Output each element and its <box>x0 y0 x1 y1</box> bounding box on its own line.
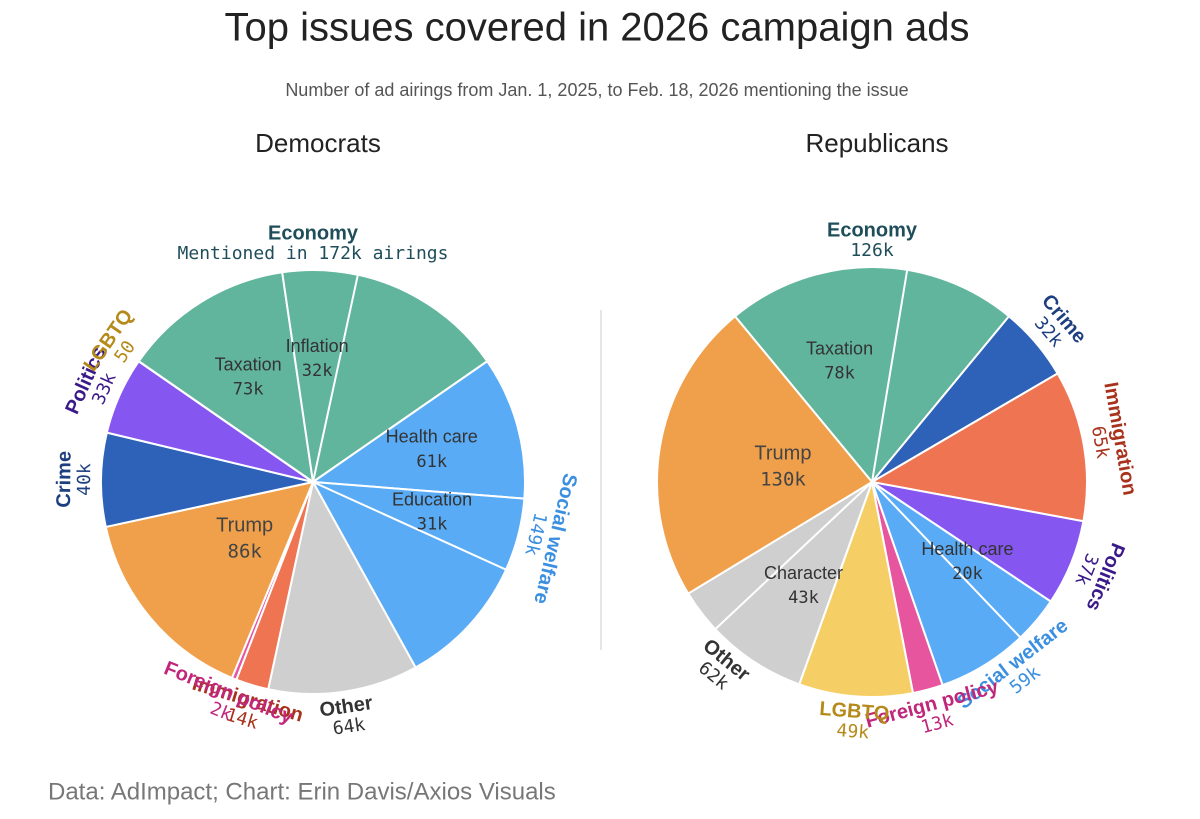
subissue-label: Health care <box>921 539 1013 559</box>
issue-label: Trump <box>216 514 273 536</box>
chart-title: Top issues covered in 2026 campaign ads <box>225 6 970 50</box>
issue-value: 49k <box>836 720 870 743</box>
issue-cell <box>797 478 915 698</box>
issue-label: Economy <box>827 219 918 241</box>
issue-label: Crime <box>53 451 76 508</box>
panel-title: Democrats <box>255 128 381 158</box>
issue-cell <box>267 479 417 695</box>
subissue-label: Education <box>392 489 472 509</box>
subissue-cell <box>310 359 526 500</box>
subissue-label: Character <box>764 563 843 583</box>
subissue-value: 20k <box>952 564 983 584</box>
chart-subtitle: Number of ad airings from Jan. 1, 2025, … <box>285 80 908 100</box>
source-note: Data: AdImpact; Chart: Erin Davis/Axios … <box>48 778 556 805</box>
issue-value: 86k <box>228 541 263 563</box>
issue-label: Economy <box>268 222 359 244</box>
subissue-value: 31k <box>417 515 448 535</box>
issue-value: 126k <box>850 240 894 261</box>
subissue-value: 43k <box>788 588 819 608</box>
issue-label: LGBTQ <box>819 698 890 725</box>
issue-value: 130k <box>760 468 806 490</box>
subissue-label: Inflation <box>286 336 349 356</box>
panel-title: Republicans <box>805 128 948 158</box>
issue-cell <box>137 359 314 483</box>
issue-cell <box>104 480 315 680</box>
issue-value: 40k <box>74 463 95 496</box>
subissue-value: 73k <box>233 380 264 400</box>
subissue-value: 32k <box>302 361 333 381</box>
issue-value: Mentioned in 172k airings <box>178 243 449 264</box>
subissue-cell <box>733 266 909 485</box>
issue-label: Trump <box>754 442 811 464</box>
subissue-value: 78k <box>824 364 855 384</box>
issue-cell <box>656 314 874 595</box>
subissue-label: Taxation <box>806 338 873 358</box>
subissue-cell <box>871 481 1053 639</box>
issue-value: 65k <box>1087 424 1113 460</box>
subissue-label: Taxation <box>215 354 282 374</box>
subissue-cell <box>281 269 360 483</box>
subissue-cell <box>312 481 526 571</box>
subissue-label: Health care <box>386 427 478 447</box>
subissue-cell <box>713 481 873 686</box>
issue-cell <box>869 372 1088 523</box>
subissue-cell <box>137 271 315 485</box>
subissue-value: 61k <box>416 452 447 472</box>
issue-value: 64k <box>331 714 366 740</box>
